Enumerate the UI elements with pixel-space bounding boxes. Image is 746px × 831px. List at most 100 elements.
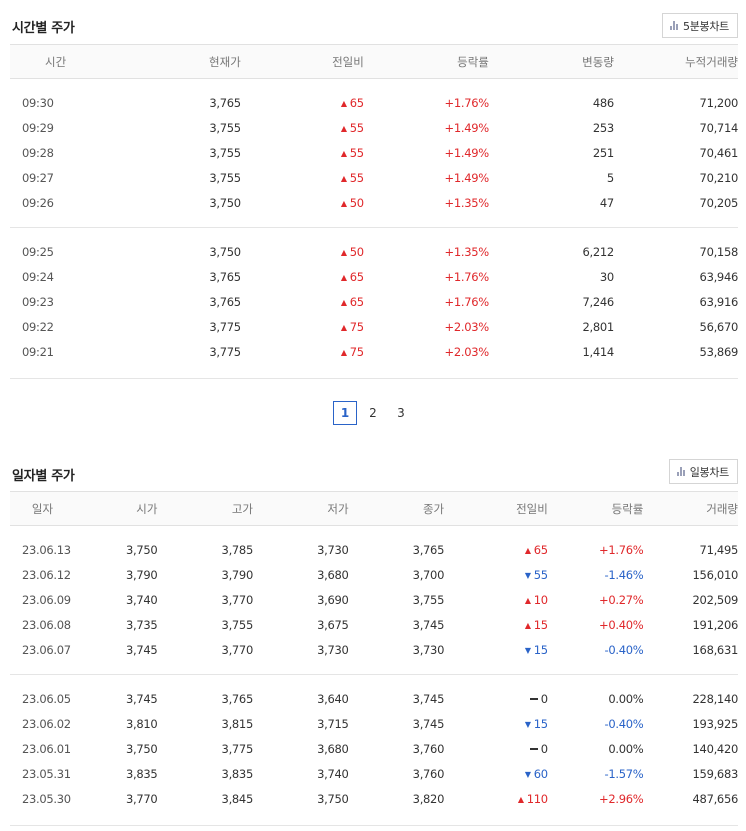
date-cell: 23.06.12 — [22, 568, 71, 582]
accumulated-volume-cell: 56,670 — [699, 320, 739, 334]
time-cell: 09:30 — [22, 96, 54, 110]
table-row: 23.06.13 3,750 3,785 3,730 3,765 ▲ 65 +1.76% 71,… — [10, 538, 738, 563]
change-cell: ▲ 10 — [444, 588, 548, 613]
header-volume: 거래량 — [643, 491, 738, 526]
open-cell: 3,810 — [125, 717, 158, 731]
table-row: 09:27 3,755 ▲ 55 +1.49% 5 70,210 — [10, 166, 738, 191]
change-value: 65 — [349, 96, 364, 110]
volume-change-cell: 1,414 — [582, 345, 614, 359]
table-row: 09:29 3,755 ▲ 55 +1.49% 253 70,714 — [10, 116, 738, 141]
triangle-up-icon: ▲ — [340, 248, 347, 257]
table-row: 09:22 3,775 ▲ 75 +2.03% 2,801 56,670 — [10, 315, 738, 340]
low-cell: 3,715 — [317, 717, 349, 731]
header-low: 저가 — [252, 491, 349, 526]
rate-cell: +1.49% — [444, 171, 489, 185]
triangle-up-icon: ▲ — [340, 273, 347, 282]
accumulated-volume-cell: 70,158 — [699, 245, 739, 259]
change-value: 15 — [533, 717, 548, 731]
volume-cell: 191,206 — [692, 618, 739, 632]
change-cell: ▲ 65 — [241, 265, 364, 290]
rate-cell: +1.76% — [444, 270, 489, 284]
volume-change-cell: 5 — [606, 171, 614, 185]
change-value: 55 — [349, 121, 364, 135]
table-row: 23.05.31 3,835 3,835 3,740 3,760 ▼ 60 -1.57% 159… — [10, 762, 738, 787]
close-cell: 3,730 — [412, 643, 445, 657]
date-cell: 23.06.09 — [22, 593, 71, 607]
triangle-up-icon: ▲ — [517, 795, 524, 804]
daily-chart-button[interactable]: 일봉차트 — [668, 459, 738, 484]
spacer-row — [10, 526, 738, 538]
price-cell: 3,765 — [209, 270, 241, 284]
price-cell: 3,775 — [209, 345, 241, 359]
change-value: 65 — [349, 270, 364, 284]
spacer-row — [10, 811, 738, 826]
time-cell: 09:26 — [22, 196, 54, 210]
intraday-section-title: 시간별 주가 — [12, 21, 75, 36]
change-cell: ▲ 110 — [444, 787, 548, 812]
low-cell: 3,680 — [317, 568, 349, 582]
triangle-down-icon: ▼ — [524, 571, 531, 580]
accumulated-volume-cell: 63,916 — [699, 295, 739, 309]
accumulated-volume-cell: 70,461 — [699, 146, 739, 160]
high-cell: 3,835 — [221, 767, 254, 781]
triangle-up-icon: ▲ — [340, 298, 347, 307]
change-cell: ▲ 55 — [241, 166, 364, 191]
table-row: 09:24 3,765 ▲ 65 +1.76% 30 63,946 — [10, 265, 738, 290]
triangle-down-icon: ▼ — [524, 720, 531, 729]
rate-cell: +0.40% — [599, 618, 644, 632]
table-row: 09:25 3,750 ▲ 50 +1.35% 6,212 70,158 — [10, 240, 738, 265]
date-cell: 23.06.07 — [22, 643, 71, 657]
volume-cell: 159,683 — [692, 767, 739, 781]
rate-cell: +2.96% — [599, 792, 644, 806]
triangle-up-icon: ▲ — [340, 99, 347, 108]
high-cell: 3,755 — [221, 618, 254, 632]
change-cell: ▲ 75 — [241, 340, 364, 365]
date-cell: 23.05.31 — [22, 767, 71, 781]
change-value: 75 — [349, 320, 364, 334]
header-accumulated-volume: 누적거래량 — [613, 44, 738, 79]
change-cell: ▲ 50 — [241, 191, 364, 216]
change-cell: ▼ 15 — [444, 638, 548, 663]
page-link-3[interactable]: 3 — [397, 406, 405, 420]
volume-cell: 71,495 — [699, 543, 739, 557]
table-row: 23.06.07 3,745 3,770 3,730 3,730 ▼ 15 -0.40% 168… — [10, 638, 738, 663]
volume-change-cell: 2,801 — [582, 320, 614, 334]
rate-cell: +1.35% — [444, 245, 489, 259]
five-minute-chart-button[interactable]: 5분봉차트 — [662, 13, 738, 38]
change-cell: 0 — [444, 737, 548, 762]
close-cell: 3,760 — [412, 742, 445, 756]
change-value: 0 — [540, 742, 548, 756]
daily-price-table: 일자 시가 고가 저가 종가 전일비 등락률 거래량 23.06.13 3,750… — [10, 491, 738, 826]
triangle-up-icon: ▲ — [340, 199, 347, 208]
close-cell: 3,765 — [412, 543, 445, 557]
change-value: 15 — [533, 618, 548, 632]
triangle-up-icon: ▲ — [340, 323, 347, 332]
change-cell: ▲ 50 — [241, 240, 364, 265]
change-cell: ▲ 55 — [241, 141, 364, 166]
open-cell: 3,790 — [125, 568, 158, 582]
table-row: 23.06.12 3,790 3,790 3,680 3,700 ▼ 55 -1.46% 156… — [10, 563, 738, 588]
rate-cell: +0.27% — [599, 593, 644, 607]
volume-cell: 140,420 — [692, 742, 739, 756]
time-cell: 09:24 — [22, 270, 54, 284]
change-value: 50 — [349, 245, 364, 259]
volume-cell: 487,656 — [692, 792, 739, 806]
low-cell: 3,680 — [317, 742, 349, 756]
triangle-up-icon: ▲ — [524, 621, 531, 630]
low-cell: 3,730 — [317, 543, 349, 557]
table-row: 23.06.08 3,735 3,755 3,675 3,745 ▲ 15 +0.40% 191… — [10, 613, 738, 638]
close-cell: 3,745 — [412, 692, 445, 706]
change-cell: ▲ 65 — [241, 91, 364, 116]
page-link-1[interactable]: 1 — [333, 401, 357, 425]
bar-chart-icon — [676, 467, 685, 476]
price-cell: 3,750 — [209, 245, 241, 259]
dash-icon — [529, 697, 538, 700]
rate-cell: 0.00% — [608, 692, 644, 706]
header-rate: 등락률 — [547, 491, 644, 526]
page-link-2[interactable]: 2 — [369, 406, 377, 420]
date-cell: 23.06.08 — [22, 618, 71, 632]
open-cell: 3,770 — [125, 792, 158, 806]
low-cell: 3,740 — [317, 767, 349, 781]
rate-cell: -0.40% — [604, 643, 644, 657]
close-cell: 3,700 — [412, 568, 445, 582]
